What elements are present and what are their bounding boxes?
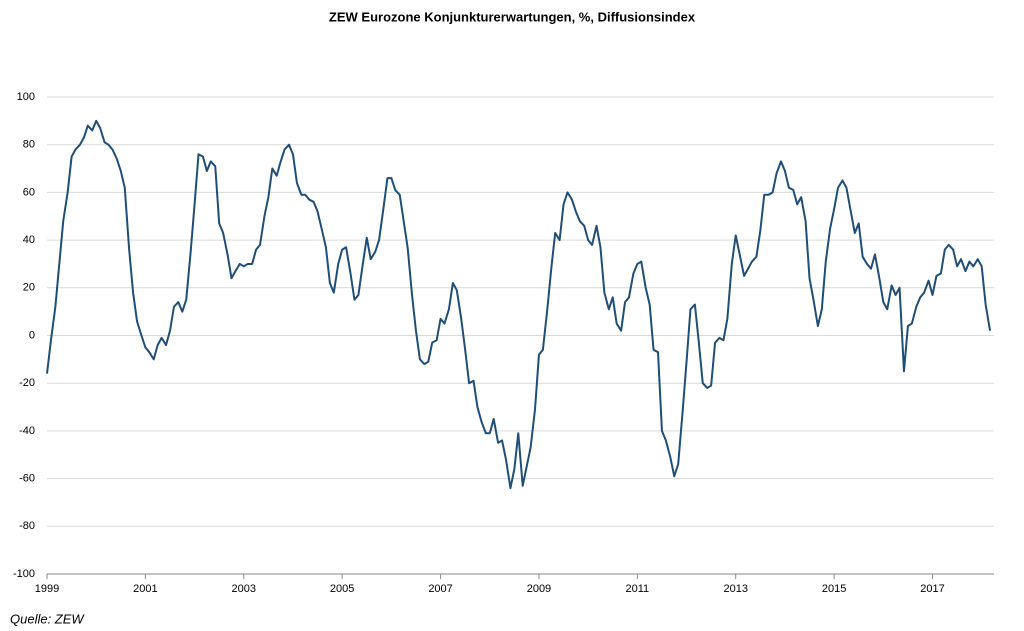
y-tick-label: 100 — [17, 91, 35, 103]
x-tick-label: 2015 — [822, 583, 846, 595]
x-tick-label: 2005 — [330, 583, 354, 595]
y-tick-label: -100 — [13, 568, 35, 580]
source-note: Quelle: ZEW — [10, 611, 85, 626]
y-tick-label: -40 — [19, 425, 35, 437]
x-tick-label: 2001 — [133, 583, 157, 595]
x-tick-label: 2011 — [626, 583, 650, 595]
data-line — [46, 119, 992, 490]
y-tick-label: 0 — [29, 329, 35, 341]
x-tick-label: 2013 — [723, 583, 747, 595]
y-tick-label: -20 — [19, 377, 35, 389]
x-tick-label: 1999 — [35, 583, 59, 595]
x-tick-label: 2017 — [920, 583, 944, 595]
y-tick-label: 60 — [23, 186, 35, 198]
y-tick-label: -80 — [19, 520, 35, 532]
x-tick-label: 2007 — [428, 583, 452, 595]
y-tick-label: -60 — [19, 473, 35, 485]
y-tick-label: 80 — [23, 139, 35, 151]
chart-title: ZEW Eurozone Konjunkturerwartungen, %, D… — [329, 9, 696, 24]
y-tick-label: 40 — [23, 234, 35, 246]
x-tick-label: 2009 — [527, 583, 551, 595]
y-tick-label: 20 — [23, 282, 35, 294]
x-tick-label: 2003 — [232, 583, 256, 595]
